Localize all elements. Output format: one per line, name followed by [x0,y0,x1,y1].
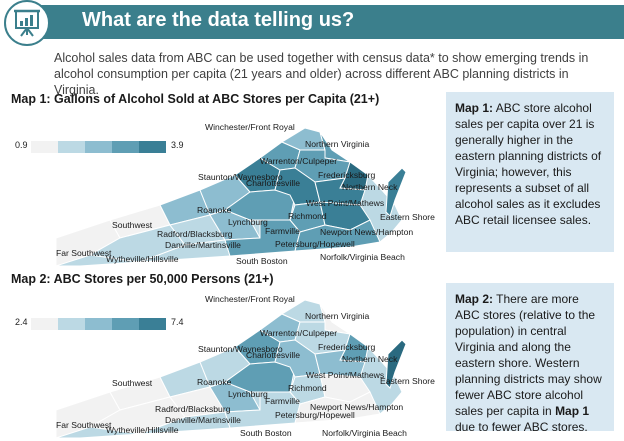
legend-swatch [58,318,85,330]
region-lynchburg [209,209,261,241]
label-norfolk: Norfolk/Virginia Beach [320,252,405,262]
label-northern-virginia: Northern Virginia [305,311,370,321]
map1-note-text: ABC store alcohol sales per capita over … [455,101,602,227]
label-farmville: Farmville [265,226,300,236]
map2-note-text-end: due to fewer ABC stores. [455,420,588,434]
region-norfolk [294,219,381,252]
label-southwest: Southwest [112,378,153,388]
map2-note-map1-ref: Map 1 [555,404,590,418]
map2-title: Map 2: ABC Stores per 50,000 Persons (21… [11,272,274,286]
label-wytheville: Wytheville/Hillsville [106,425,179,435]
label-charlottesville: Charlottesville [246,350,300,360]
map2-note-text: There are more ABC stores (relative to t… [455,292,602,418]
label-staunton: Staunton/Waynesboro [198,172,283,182]
label-northern-neck: Northern Neck [342,182,398,192]
label-winchester: Winchester/Front Royal [205,294,295,304]
label-farmville: Farmville [265,396,300,406]
label-far-southwest: Far Southwest [56,248,112,258]
label-staunton: Staunton/Waynesboro [198,344,283,354]
legend-swatch [85,141,112,153]
legend-min: 2.4 [15,317,28,327]
legend-swatch [85,318,112,330]
label-newport-news: Newport News/Hampton [320,227,413,237]
map2-note-label: Map 2: [455,292,494,306]
label-roanoke: Roanoke [197,377,232,387]
legend-swatch [58,141,85,153]
label-far-southwest: Far Southwest [56,420,112,430]
label-west-point: West Point/Mathews [306,370,384,380]
label-roanoke: Roanoke [197,205,232,215]
label-petersburg: Petersburg/Hopewell [275,239,355,249]
label-eastern-shore: Eastern Shore [380,212,435,222]
legend-min: 0.9 [15,140,28,150]
label-west-point: West Point/Mathews [306,198,384,208]
label-south-boston: South Boston [236,256,288,266]
map1-note: Map 1: ABC store alcohol sales per capit… [446,92,614,252]
map1-title: Map 1: Gallons of Alcohol Sold at ABC St… [11,92,380,106]
label-charlottesville: Charlottesville [246,178,300,188]
map1-virginia-map: Winchester/Front Royal Northern Virginia… [55,122,435,267]
legend-swatch [112,318,139,330]
legend-swatches [31,141,166,153]
legend-swatches [31,318,166,330]
label-warrenton: Warrenton/Culpeper [260,328,337,338]
legend-swatch [31,318,58,330]
region-lynchburg [209,381,261,413]
label-radford: Radford/Blacksburg [157,229,233,239]
label-southwest: Southwest [112,220,153,230]
legend-swatch [139,141,166,153]
label-lynchburg: Lynchburg [228,217,268,227]
label-fredericksburg: Fredericksburg [318,170,376,180]
label-richmond: Richmond [288,383,327,393]
legend-swatch [31,141,58,153]
page-title: What are the data telling us? [82,9,355,31]
label-newport-news: Newport News/Hampton [310,402,403,412]
legend-max: 7.4 [171,317,184,327]
presentation-board-icon [4,0,50,46]
label-fredericksburg: Fredericksburg [318,342,376,352]
label-richmond: Richmond [288,211,327,221]
legend-swatch [139,318,166,330]
label-petersburg: Petersburg/Hopewell [275,410,355,420]
header-bar [28,5,624,39]
label-wytheville: Wytheville/Hillsville [106,254,179,264]
label-south-boston: South Boston [240,428,292,438]
region-eastern-shore [385,167,407,217]
intro-paragraph: Alcohol sales data from ABC can be used … [54,51,589,97]
map2-virginia-map: Winchester/Front Royal Northern Virginia… [55,294,435,439]
region-norfolk [294,391,381,424]
label-danville: Danville/Martinsville [165,240,241,250]
label-lynchburg: Lynchburg [228,389,268,399]
legend-max: 3.9 [171,140,184,150]
region-eastern-shore [385,339,407,389]
map1-note-label: Map 1: [455,101,494,115]
label-radford: Radford/Blacksburg [155,404,231,414]
map2-note: Map 2: There are more ABC stores (relati… [446,283,614,434]
label-norfolk: Norfolk/Virginia Beach [322,428,407,438]
legend-swatch [112,141,139,153]
label-warrenton: Warrenton/Culpeper [260,156,337,166]
label-northern-neck: Northern Neck [342,354,398,364]
label-winchester: Winchester/Front Royal [205,122,295,132]
page-header: What are the data telling us? [0,0,624,46]
label-northern-virginia: Northern Virginia [305,139,370,149]
label-eastern-shore: Eastern Shore [380,376,435,386]
label-danville: Danville/Martinsville [165,415,241,425]
